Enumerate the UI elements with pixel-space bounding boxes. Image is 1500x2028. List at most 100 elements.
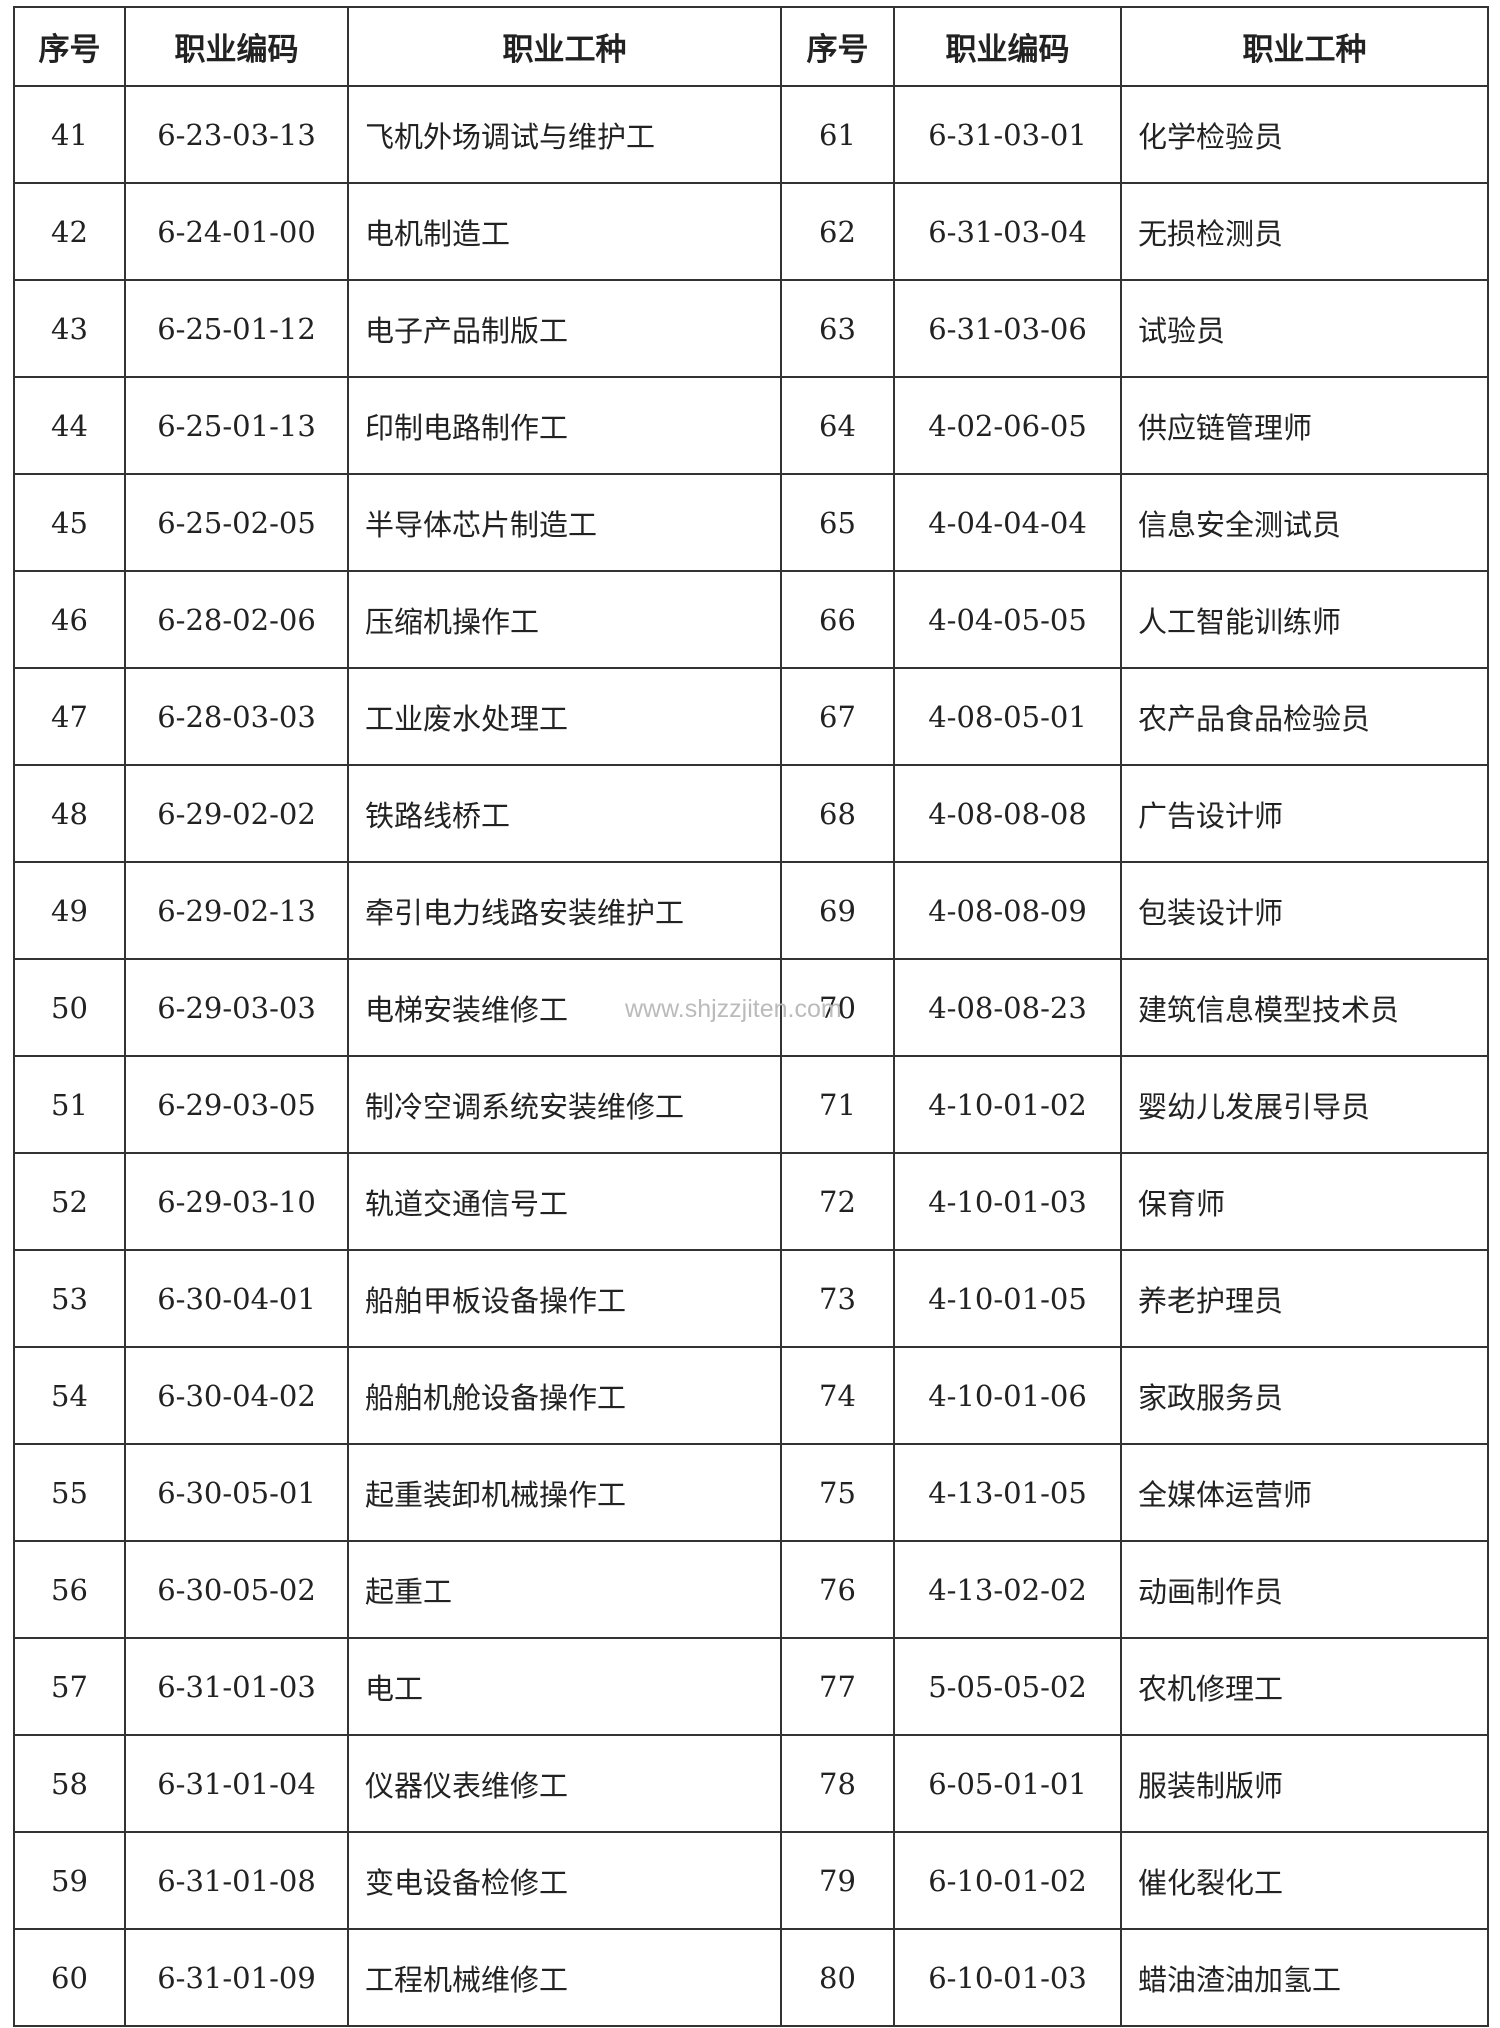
table-cell: 变电设备检修工 [347,1831,782,1930]
table-cell: 50 [13,958,126,1057]
table-cell: 46 [13,570,126,669]
table-cell: 6-29-03-05 [124,1055,349,1154]
table-cell: 包装设计师 [1120,861,1489,960]
header-cell: 序号 [13,6,126,87]
table-body: 41 6-23-03-13 飞机外场调试与维护工 61 6-31-03-01 化学检验员 4… [13,85,1489,2027]
table-row: 57 6-31-01-03 电工 77 5-05-05-02 农机修理工 [13,1637,1489,1736]
table-cell: 广告设计师 [1120,764,1489,863]
table-cell: 67 [780,667,895,766]
table-cell: 压缩机操作工 [347,570,782,669]
table-cell: 6-10-01-02 [893,1831,1122,1930]
table-cell: 70 [780,958,895,1057]
table-cell: 起重装卸机械操作工 [347,1443,782,1542]
table-row: 42 6-24-01-00 电机制造工 62 6-31-03-04 无损检测员 [13,182,1489,281]
table-cell: 飞机外场调试与维护工 [347,85,782,184]
table-cell: 6-29-03-10 [124,1152,349,1251]
table-cell: 化学检验员 [1120,85,1489,184]
table-cell: 76 [780,1540,895,1639]
table-cell: 建筑信息模型技术员 [1120,958,1489,1057]
table-cell: 77 [780,1637,895,1736]
table-row: 47 6-28-03-03 工业废水处理工 67 4-08-05-01 农产品食品检验员 [13,667,1489,766]
table-row: 53 6-30-04-01 船舶甲板设备操作工 73 4-10-01-05 养老护理员 [13,1249,1489,1348]
table-cell: 74 [780,1346,895,1445]
table-cell: 60 [13,1928,126,2027]
table-cell: 印制电路制作工 [347,376,782,475]
table-row: 48 6-29-02-02 铁路线桥工 68 4-08-08-08 广告设计师 [13,764,1489,863]
table-cell: 51 [13,1055,126,1154]
table-cell: 4-08-08-09 [893,861,1122,960]
table-cell: 6-30-05-02 [124,1540,349,1639]
table-cell: 48 [13,764,126,863]
table-cell: 6-25-01-13 [124,376,349,475]
table-row: 43 6-25-01-12 电子产品制版工 63 6-31-03-06 试验员 [13,279,1489,378]
table-cell: 全媒体运营师 [1120,1443,1489,1542]
table-row: 58 6-31-01-04 仪器仪表维修工 78 6-05-01-01 服装制版师 [13,1734,1489,1833]
table-cell: 6-31-01-09 [124,1928,349,2027]
table-cell: 43 [13,279,126,378]
table-cell: 4-08-08-08 [893,764,1122,863]
table-cell: 农机修理工 [1120,1637,1489,1736]
table-cell: 4-08-08-23 [893,958,1122,1057]
table-cell: 6-31-01-04 [124,1734,349,1833]
table-cell: 52 [13,1152,126,1251]
table-cell: 57 [13,1637,126,1736]
table-cell: 动画制作员 [1120,1540,1489,1639]
table-cell: 47 [13,667,126,766]
table-cell: 6-30-04-02 [124,1346,349,1445]
table-row: 49 6-29-02-13 牵引电力线路安装维护工 69 4-08-08-09 包装设计师 [13,861,1489,960]
table-row: 54 6-30-04-02 船舶机舱设备操作工 74 4-10-01-06 家政服务员 [13,1346,1489,1445]
header-cell: 职业编码 [124,6,349,87]
table-cell: 船舶甲板设备操作工 [347,1249,782,1348]
table-row: 44 6-25-01-13 印制电路制作工 64 4-02-06-05 供应链管理师 [13,376,1489,475]
table-cell: 61 [780,85,895,184]
table-cell: 家政服务员 [1120,1346,1489,1445]
table-cell: 轨道交通信号工 [347,1152,782,1251]
table-cell: 58 [13,1734,126,1833]
occupation-table: 序号 职业编码 职业工种 序号 职业编码 职业工种 41 6-23-03-13 飞机外场调试与… [13,6,1489,2027]
table-cell: 电梯安装维修工 [347,958,782,1057]
table-cell: 4-10-01-05 [893,1249,1122,1348]
table-row: 52 6-29-03-10 轨道交通信号工 72 4-10-01-03 保育师 [13,1152,1489,1251]
table-row: 55 6-30-05-01 起重装卸机械操作工 75 4-13-01-05 全媒体运营师 [13,1443,1489,1542]
table-cell: 农产品食品检验员 [1120,667,1489,766]
table-cell: 信息安全测试员 [1120,473,1489,572]
table-cell: 79 [780,1831,895,1930]
header-row: 序号 职业编码 职业工种 序号 职业编码 职业工种 [13,6,1489,87]
table-cell: 工业废水处理工 [347,667,782,766]
table-cell: 72 [780,1152,895,1251]
table-cell: 蜡油渣油加氢工 [1120,1928,1489,2027]
header-cell: 序号 [780,6,895,87]
table-cell: 6-23-03-13 [124,85,349,184]
table-cell: 4-10-01-02 [893,1055,1122,1154]
table-cell: 5-05-05-02 [893,1637,1122,1736]
table-cell: 6-30-04-01 [124,1249,349,1348]
table-cell: 4-10-01-03 [893,1152,1122,1251]
header-cell: 职业编码 [893,6,1122,87]
table-cell: 4-13-02-02 [893,1540,1122,1639]
table-cell: 4-10-01-06 [893,1346,1122,1445]
table-cell: 半导体芯片制造工 [347,473,782,572]
table-cell: 6-31-01-03 [124,1637,349,1736]
watermark: www.shjzzjiten.com [625,995,842,1023]
table-cell: 服装制版师 [1120,1734,1489,1833]
table-cell: 56 [13,1540,126,1639]
table-cell: 75 [780,1443,895,1542]
table-cell: 68 [780,764,895,863]
table-cell: 6-05-01-01 [893,1734,1122,1833]
table-cell: 无损检测员 [1120,182,1489,281]
table-cell: 80 [780,1928,895,2027]
table-cell: 6-29-03-03 [124,958,349,1057]
table-cell: 6-24-01-00 [124,182,349,281]
table-cell: 71 [780,1055,895,1154]
table-row: 46 6-28-02-06 压缩机操作工 66 4-04-05-05 人工智能训练师 [13,570,1489,669]
table-cell: 6-31-03-01 [893,85,1122,184]
table-row: 45 6-25-02-05 半导体芯片制造工 65 4-04-04-04 信息安全测试员 [13,473,1489,572]
table-cell: 6-31-03-06 [893,279,1122,378]
table-cell: 仪器仪表维修工 [347,1734,782,1833]
table-cell: 催化裂化工 [1120,1831,1489,1930]
header-cell: 职业工种 [1120,6,1489,87]
table-cell: 保育师 [1120,1152,1489,1251]
table-cell: 人工智能训练师 [1120,570,1489,669]
table-cell: 电工 [347,1637,782,1736]
table-cell: 电机制造工 [347,182,782,281]
